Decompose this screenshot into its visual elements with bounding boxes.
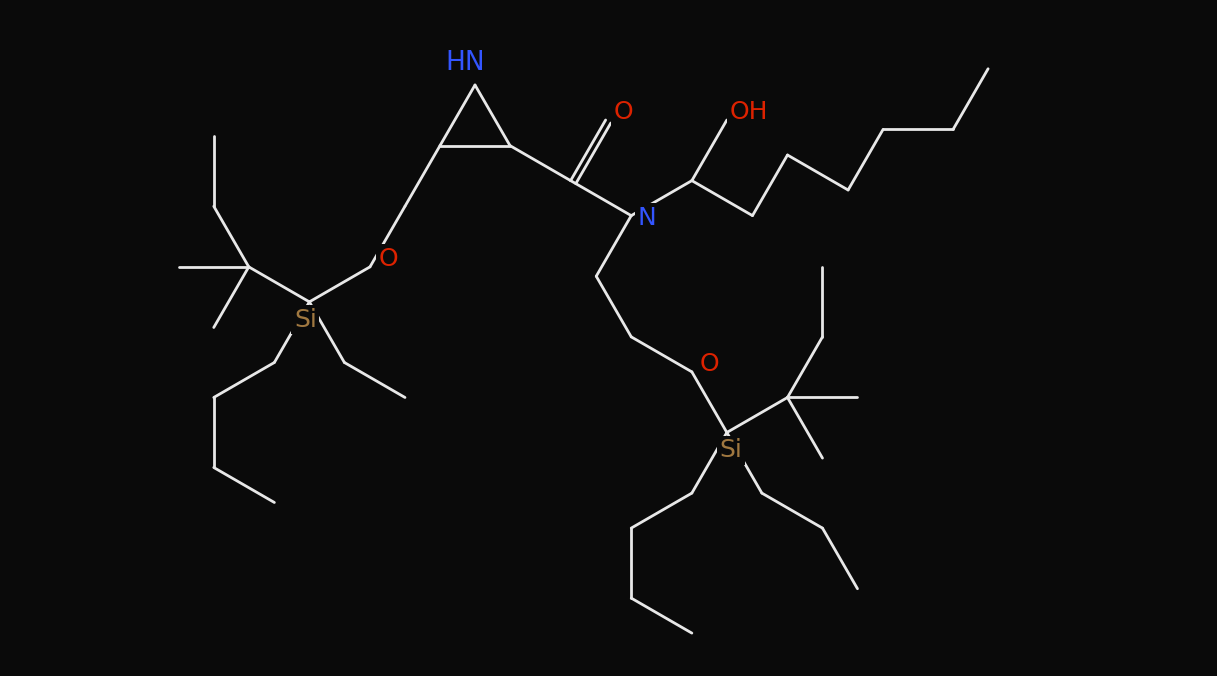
Text: HN: HN — [445, 50, 484, 76]
Text: O: O — [378, 247, 398, 271]
Text: O: O — [613, 100, 633, 124]
Text: Si: Si — [719, 439, 742, 462]
Text: OH: OH — [730, 100, 768, 124]
Text: O: O — [700, 352, 719, 376]
Text: N: N — [638, 206, 657, 230]
Text: Si: Si — [295, 308, 316, 332]
